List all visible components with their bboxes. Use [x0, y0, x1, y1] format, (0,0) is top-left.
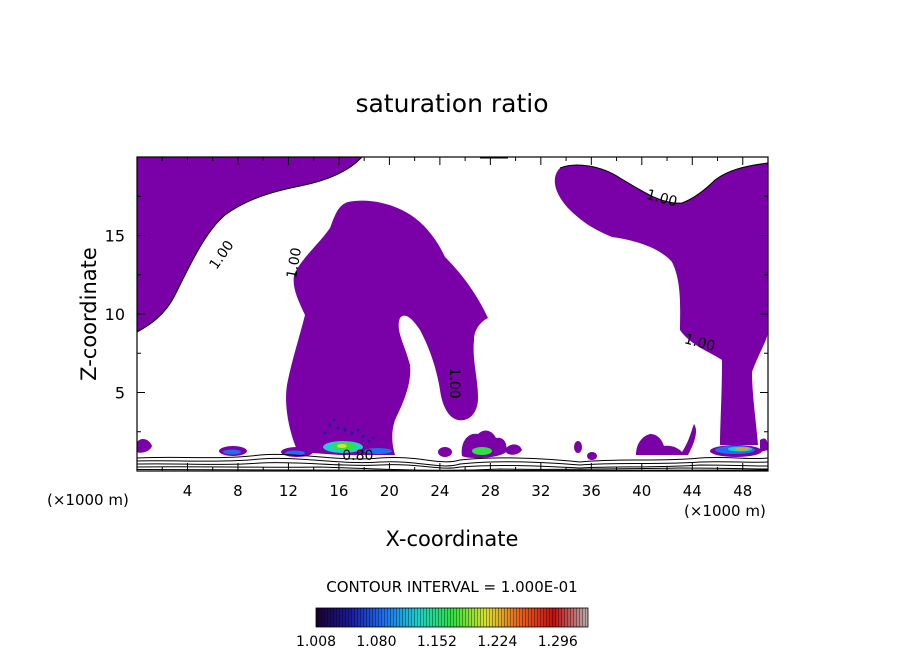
x-unit-label-left: (×1000 m) [47, 491, 129, 509]
colorbar-tick-label: 1.152 [417, 634, 457, 650]
x-tick-label: 4 [183, 482, 193, 500]
contour-label: 1.00 [645, 187, 679, 211]
y-axis: 5 10 15 [105, 195, 768, 433]
contour-label: 1.00 [207, 238, 238, 273]
core-blue-1 [223, 449, 241, 455]
contour-label: 1.00 [284, 246, 305, 279]
colorbar-hatching [316, 608, 588, 627]
x-tick-label: 44 [683, 482, 702, 500]
chart-title: saturation ratio [355, 89, 548, 118]
x-tick-label: 16 [329, 482, 348, 500]
core-blue-3 [364, 448, 392, 454]
core-green-2 [472, 447, 492, 455]
low-cloud-8 [587, 452, 597, 460]
y-tick-label: 5 [115, 384, 125, 403]
x-tick-label: 24 [430, 482, 449, 500]
y-tick-label: 10 [105, 305, 125, 324]
contour-label: 1.00 [682, 331, 716, 355]
contour-regions [137, 157, 768, 471]
x-axis: 4 8 12 16 20 24 28 32 36 40 44 48 [161, 157, 752, 500]
x-unit-label-right: (×1000 m) [684, 502, 766, 520]
low-cloud-6 [506, 444, 522, 455]
x-tick-label: 40 [632, 482, 651, 500]
x-tick-label: 8 [233, 482, 243, 500]
colorbar-ticks: 1.008 1.080 1.152 1.224 1.296 [296, 634, 578, 650]
colorbar-tick-label: 1.008 [296, 634, 336, 650]
cloud-outlines [137, 157, 768, 333]
low-cloud-11 [760, 438, 768, 452]
contour-interval-label: CONTOUR INTERVAL = 1.000E-01 [326, 578, 577, 596]
contour-label: 0.80 [342, 448, 373, 464]
core-orange-4 [735, 447, 749, 451]
x-tick-label: 36 [582, 482, 601, 500]
y-axis-title: Z-coordinate [77, 247, 101, 381]
core-blue-2 [285, 450, 305, 456]
x-tick-label: 12 [279, 482, 298, 500]
x-tick-label: 28 [481, 482, 500, 500]
x-tick-label: 32 [531, 482, 550, 500]
x-tick-label: 20 [380, 482, 399, 500]
contour-label: 1.00 [446, 367, 462, 398]
core-speckles [323, 418, 375, 443]
x-tick-label: 48 [733, 482, 752, 500]
low-cloud-7 [574, 441, 582, 453]
colorbar-tick-label: 1.296 [538, 634, 578, 650]
colorbar-tick-label: 1.224 [477, 634, 517, 650]
cloud-region-center [286, 200, 488, 455]
surface-contours [137, 453, 768, 471]
low-cloud-4 [438, 447, 452, 457]
x-axis-title: X-coordinate [386, 527, 519, 551]
core-yellow-center [337, 444, 347, 448]
low-cloud-1 [137, 439, 152, 453]
colorbar-tick-label: 1.080 [356, 634, 396, 650]
cloud-region-left [137, 157, 362, 332]
cloud-region-right [554, 163, 768, 445]
y-tick-label: 15 [105, 227, 125, 246]
low-cloud-9 [636, 424, 696, 455]
